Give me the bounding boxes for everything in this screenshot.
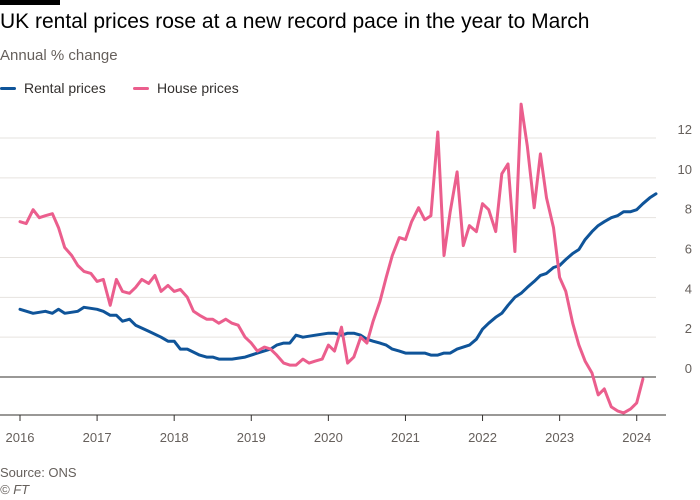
y-tick-label: 12 bbox=[678, 122, 692, 137]
x-tick-label: 2024 bbox=[622, 430, 651, 445]
series-line-house-prices bbox=[18, 102, 645, 415]
x-tick-label: 2019 bbox=[237, 430, 266, 445]
credit-note: © FT bbox=[0, 482, 30, 497]
y-tick-label: 4 bbox=[685, 281, 692, 296]
legend-item-house: House prices bbox=[133, 80, 239, 96]
x-tick-label: 2022 bbox=[468, 430, 497, 445]
y-tick-label: 10 bbox=[678, 162, 692, 177]
series-layer bbox=[18, 102, 658, 415]
x-tick-label: 2018 bbox=[160, 430, 189, 445]
legend-label-house: House prices bbox=[157, 80, 239, 96]
y-axis: 0 2 4 6 8 10 12 bbox=[678, 122, 692, 376]
brand-bar bbox=[0, 0, 60, 5]
legend-swatch-rental bbox=[0, 86, 16, 90]
y-tick-label: 8 bbox=[685, 202, 692, 217]
series-line-rental-prices bbox=[18, 192, 658, 361]
x-axis: 2016 2017 2018 2019 2020 2021 2022 2023 2024 bbox=[0, 414, 666, 445]
y-tick-label: 2 bbox=[685, 321, 692, 336]
x-tick-label: 2020 bbox=[314, 430, 343, 445]
legend-swatch-house bbox=[133, 86, 149, 90]
legend-label-rental: Rental prices bbox=[24, 80, 106, 96]
source-note: Source: ONS bbox=[0, 465, 77, 480]
legend-item-rental: Rental prices bbox=[0, 80, 106, 96]
line-chart: 2016 2017 2018 2019 2020 2021 2022 2023 2024 0 2 4… bbox=[0, 102, 692, 445]
y-tick-label: 0 bbox=[685, 361, 692, 376]
chart-subtitle: Annual % change bbox=[0, 47, 118, 64]
y-tick-label: 6 bbox=[685, 242, 692, 257]
x-tick-label: 2023 bbox=[545, 430, 574, 445]
chart-title: UK rental prices rose at a new record pa… bbox=[0, 10, 590, 33]
x-tick-label: 2017 bbox=[83, 430, 112, 445]
x-tick-label: 2016 bbox=[6, 430, 35, 445]
x-tick-label: 2021 bbox=[391, 430, 420, 445]
